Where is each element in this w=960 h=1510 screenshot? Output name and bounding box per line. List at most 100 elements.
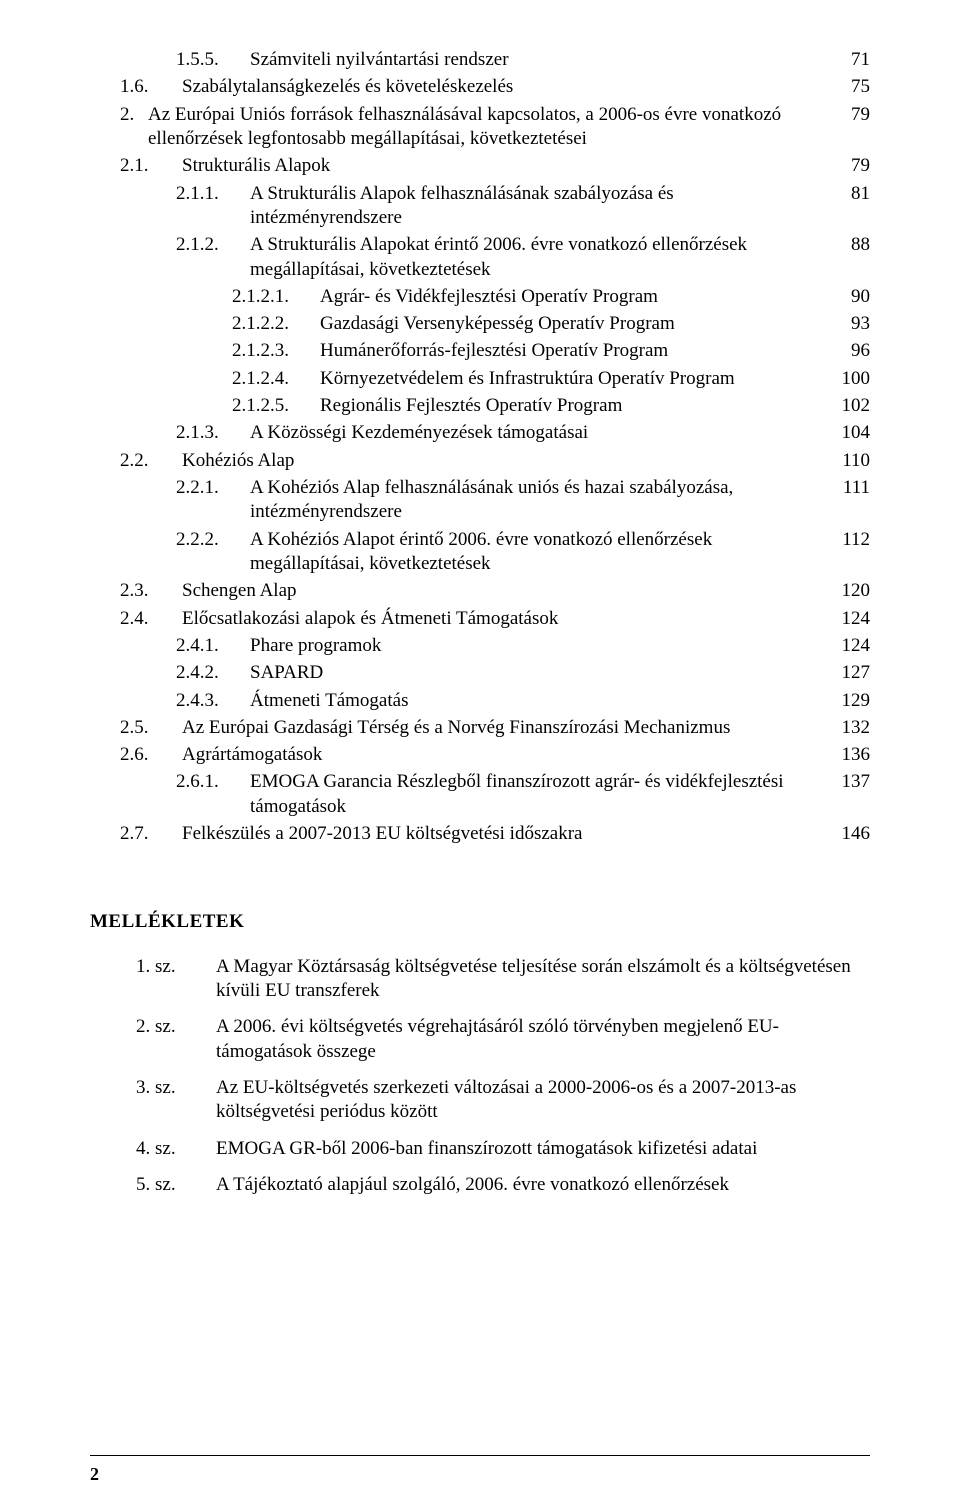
toc-entry-title: Gazdasági Versenyképesség Operatív Progr… [320, 312, 824, 336]
toc-row: 2.1.2.1.Agrár- és Vidékfejlesztési Opera… [232, 285, 870, 309]
toc-row: 2.6.1.EMOGA Garancia Részlegből finanszí… [176, 770, 870, 819]
toc-row: 2.2.Kohéziós Alap110 [120, 449, 870, 473]
toc-entry-page: 111 [824, 476, 870, 500]
toc-row: 1.6.Szabálytalanságkezelés és követelésk… [120, 75, 870, 99]
toc-entry-number: 2.1.3. [176, 421, 250, 445]
toc-entry-number: 2.1.2. [176, 233, 250, 257]
toc-entry-page: 96 [824, 339, 870, 363]
toc-entry-number: 2.2.2. [176, 528, 250, 552]
appendix-row: 4. sz.EMOGA GR-ből 2006-ban finanszírozo… [136, 1137, 870, 1161]
toc-entry-title: EMOGA Garancia Részlegből finanszírozott… [250, 770, 824, 819]
toc-entry-number: 2.1.2.3. [232, 339, 320, 363]
toc-entry-page: 79 [824, 103, 870, 127]
toc-entry-title: A Kohéziós Alapot érintő 2006. évre vona… [250, 528, 824, 577]
toc-entry-number: 1.5.5. [176, 48, 250, 72]
toc-entry-title: Felkészülés a 2007-2013 EU költségvetési… [182, 822, 824, 846]
toc-row: 2.6.Agrártámogatások136 [120, 743, 870, 767]
toc-row: 2.1.Strukturális Alapok79 [120, 154, 870, 178]
toc-entry-title: Kohéziós Alap [182, 449, 824, 473]
footer-rule [90, 1455, 870, 1456]
appendix-entry-text: A Magyar Köztársaság költségvetése telje… [216, 955, 870, 1004]
toc-row: 2.2.1.A Kohéziós Alap felhasználásának u… [176, 476, 870, 525]
toc-entry-title: Schengen Alap [182, 579, 824, 603]
toc-entry-number: 2.4.3. [176, 689, 250, 713]
toc-entry-title: A Kohéziós Alap felhasználásának uniós é… [250, 476, 824, 525]
toc-entry-page: 137 [824, 770, 870, 794]
toc-entry-number: 2.1.2.4. [232, 367, 320, 391]
appendix-entry-number: 3. sz. [136, 1076, 216, 1100]
toc-entry-title: SAPARD [250, 661, 824, 685]
toc-entry-number: 2.5. [120, 716, 182, 740]
toc-entry-page: 129 [824, 689, 870, 713]
toc-entry-page: 81 [824, 182, 870, 206]
toc-row: 2.4.Előcsatlakozási alapok és Átmeneti T… [120, 607, 870, 631]
toc-entry-number: 2.6.1. [176, 770, 250, 794]
toc-entry-number: 2.1.2.5. [232, 394, 320, 418]
toc-entry-title: Strukturális Alapok [182, 154, 824, 178]
toc-entry-number: 2.2. [120, 449, 182, 473]
appendix-entry-number: 2. sz. [136, 1015, 216, 1039]
toc-entry-title: Előcsatlakozási alapok és Átmeneti Támog… [182, 607, 824, 631]
appendix-entry-number: 4. sz. [136, 1137, 216, 1161]
toc-row: 2.Az Európai Uniós források felhasználás… [120, 103, 870, 152]
toc-entry-number: 2.1. [120, 154, 182, 178]
toc-entry-page: 75 [824, 75, 870, 99]
toc-entry-title: Környezetvédelem és Infrastruktúra Opera… [320, 367, 824, 391]
toc-section: 1.5.5.Számviteli nyilvántartási rendszer… [120, 48, 870, 846]
appendix-entry-text: A Tájékoztató alapjául szolgáló, 2006. é… [216, 1173, 870, 1197]
appendix-heading: MELLÉKLETEK [90, 910, 870, 934]
toc-entry-page: 93 [824, 312, 870, 336]
toc-row: 2.2.2.A Kohéziós Alapot érintő 2006. évr… [176, 528, 870, 577]
toc-entry-number: 2.7. [120, 822, 182, 846]
toc-entry-page: 124 [824, 607, 870, 631]
toc-row: 2.1.2.5.Regionális Fejlesztés Operatív P… [232, 394, 870, 418]
appendix-row: 3. sz.Az EU-költségvetés szerkezeti vált… [136, 1076, 870, 1125]
toc-entry-title: A Közösségi Kezdeményezések támogatásai [250, 421, 824, 445]
toc-entry-title: Humánerőforrás-fejlesztési Operatív Prog… [320, 339, 824, 363]
appendix-row: 1. sz.A Magyar Köztársaság költségvetése… [136, 955, 870, 1004]
toc-entry-page: 104 [824, 421, 870, 445]
toc-entry-page: 127 [824, 661, 870, 685]
toc-entry-page: 79 [824, 154, 870, 178]
toc-row: 2.3.Schengen Alap120 [120, 579, 870, 603]
toc-entry-number: 2. [120, 103, 148, 127]
appendix-row: 2. sz.A 2006. évi költségvetés végrehajt… [136, 1015, 870, 1064]
toc-entry-title: Az Európai Uniós források felhasználásáv… [148, 103, 824, 152]
toc-row: 1.5.5.Számviteli nyilvántartási rendszer… [176, 48, 870, 72]
toc-entry-title: Phare programok [250, 634, 824, 658]
toc-row: 2.7.Felkészülés a 2007-2013 EU költségve… [120, 822, 870, 846]
appendix-entry-number: 5. sz. [136, 1173, 216, 1197]
toc-entry-number: 2.4.2. [176, 661, 250, 685]
toc-entry-page: 136 [824, 743, 870, 767]
toc-entry-title: Átmeneti Támogatás [250, 689, 824, 713]
toc-row: 2.1.2.4.Környezetvédelem és Infrastruktú… [232, 367, 870, 391]
toc-entry-page: 100 [824, 367, 870, 391]
toc-entry-number: 2.6. [120, 743, 182, 767]
toc-entry-page: 110 [824, 449, 870, 473]
toc-entry-number: 2.3. [120, 579, 182, 603]
toc-entry-number: 2.1.2.2. [232, 312, 320, 336]
toc-entry-title: Szabálytalanságkezelés és követeléskezel… [182, 75, 824, 99]
toc-row: 2.4.2.SAPARD127 [176, 661, 870, 685]
toc-entry-title: Regionális Fejlesztés Operatív Program [320, 394, 824, 418]
toc-row: 2.1.2.3.Humánerőforrás-fejlesztési Opera… [232, 339, 870, 363]
toc-entry-page: 112 [824, 528, 870, 552]
toc-entry-number: 2.4.1. [176, 634, 250, 658]
toc-row: 2.1.1.A Strukturális Alapok felhasználás… [176, 182, 870, 231]
toc-entry-page: 132 [824, 716, 870, 740]
appendix-entry-text: A 2006. évi költségvetés végrehajtásáról… [216, 1015, 870, 1064]
toc-entry-title: A Strukturális Alapokat érintő 2006. évr… [250, 233, 824, 282]
appendix-section: 1. sz.A Magyar Köztársaság költségvetése… [120, 955, 870, 1198]
toc-entry-page: 146 [824, 822, 870, 846]
toc-entry-page: 88 [824, 233, 870, 257]
document-page: 1.5.5.Számviteli nyilvántartási rendszer… [0, 0, 960, 1197]
appendix-row: 5. sz.A Tájékoztató alapjául szolgáló, 2… [136, 1173, 870, 1197]
toc-entry-title: Agrár- és Vidékfejlesztési Operatív Prog… [320, 285, 824, 309]
toc-entry-page: 90 [824, 285, 870, 309]
toc-entry-number: 1.6. [120, 75, 182, 99]
toc-entry-number: 2.2.1. [176, 476, 250, 500]
toc-row: 2.1.3.A Közösségi Kezdeményezések támoga… [176, 421, 870, 445]
toc-entry-page: 102 [824, 394, 870, 418]
appendix-entry-number: 1. sz. [136, 955, 216, 979]
toc-row: 2.4.1.Phare programok124 [176, 634, 870, 658]
